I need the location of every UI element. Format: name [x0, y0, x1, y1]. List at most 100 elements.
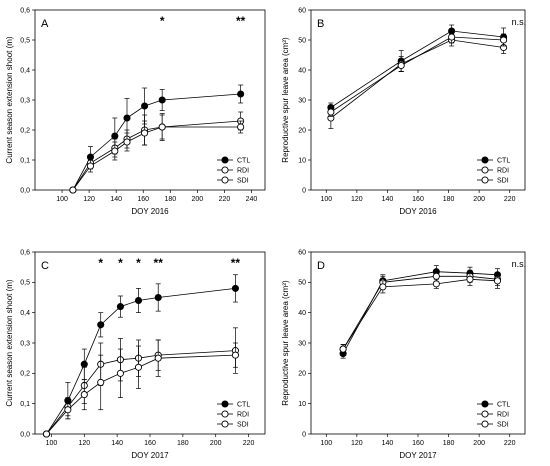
legend-label: CTL — [237, 402, 250, 409]
series-sdi — [42, 339, 239, 438]
panel-d: 100 120 140 160 180 200 220 0 10 20 30 40 50 60 DOY 20… — [281, 249, 526, 460]
series-line — [72, 120, 241, 191]
series-line — [46, 288, 236, 435]
series-sdi — [69, 114, 245, 194]
series-rdi — [42, 327, 239, 438]
legend: CTL RDI SDI — [217, 400, 250, 429]
legend-label: RDI — [497, 168, 509, 175]
legend-marker — [221, 166, 229, 174]
data-point — [134, 296, 143, 305]
y-tick-label: 30 — [298, 97, 306, 104]
data-point — [237, 90, 245, 98]
x-tick-label: 220 — [219, 196, 231, 203]
x-tick-label: 200 — [473, 196, 485, 203]
y-tick-label: 20 — [298, 371, 306, 378]
series-ctl — [69, 84, 245, 194]
data-point — [231, 284, 239, 292]
data-point — [327, 108, 335, 116]
data-point — [80, 391, 88, 399]
x-tick-label: 160 — [412, 196, 424, 203]
y-tick-label: 10 — [298, 157, 306, 164]
x-tick-label: 100 — [320, 440, 332, 447]
x-tick-label: 240 — [246, 196, 258, 203]
panel-label: B — [317, 18, 324, 30]
panel-a: 100 120 140 160 180 200 220 240 0,0 0,1 0,2 0,3 0,4 0… — [5, 7, 266, 216]
x-tick-label: 180 — [164, 196, 176, 203]
y-tick-label: 10 — [298, 401, 306, 408]
series-ctl — [42, 274, 239, 438]
y-tick-label: 0 — [302, 187, 306, 194]
significance-marker: * — [118, 256, 123, 270]
y-tick-label: 0,2 — [20, 371, 30, 378]
x-axis-title: DOY 2016 — [399, 207, 437, 216]
data-point — [42, 430, 51, 438]
data-point — [116, 303, 124, 311]
y-axis-title: Current season extension shoot (m) — [5, 36, 14, 164]
x-tick-label: 140 — [382, 440, 394, 447]
x-tick-label: 120 — [351, 440, 363, 447]
data-point — [397, 61, 405, 70]
significance-marker: * — [136, 256, 141, 270]
ns-label: n.s. — [512, 17, 527, 27]
data-point — [432, 280, 440, 288]
legend-label: RDI — [497, 412, 509, 419]
series-ctl — [327, 24, 508, 113]
data-point — [86, 162, 95, 170]
y-axis-title: Reproductive spur leave area (cm²) — [281, 37, 290, 163]
series-sdi — [327, 30, 508, 117]
significance-marker: * — [160, 14, 165, 28]
data-point — [339, 345, 347, 353]
legend-marker — [221, 400, 229, 408]
series-line — [72, 93, 241, 191]
panel-label: C — [41, 260, 49, 272]
x-axis-title: DOY 2016 — [131, 207, 169, 216]
x-tick-label: 140 — [111, 440, 123, 447]
y-tick-label: 0,2 — [20, 127, 30, 134]
x-axis-title: DOY 2017 — [399, 451, 437, 460]
data-point — [123, 138, 131, 146]
legend-label: RDI — [237, 412, 249, 419]
data-point — [158, 96, 166, 104]
data-point — [500, 36, 508, 44]
panel-b: 100 120 140 160 180 200 220 0 10 20 30 40 50 60 DOY 20… — [281, 7, 526, 216]
y-tick-label: 0 — [302, 431, 306, 438]
plot-frame — [310, 251, 526, 435]
y-tick-label: 60 — [298, 249, 306, 256]
data-point — [69, 186, 77, 194]
y-tick-label: 0,3 — [20, 97, 30, 104]
legend: CTL RDI SDI — [477, 400, 510, 429]
series-line — [330, 36, 504, 113]
significance-marker: ** — [154, 256, 164, 270]
data-point — [141, 129, 149, 137]
x-tick-label: 200 — [192, 196, 204, 203]
data-point — [123, 114, 131, 122]
x-tick-label: 180 — [443, 196, 455, 203]
plot-frame — [310, 9, 526, 191]
y-tick-label: 0,1 — [20, 157, 30, 164]
x-tick-label: 140 — [382, 196, 394, 203]
y-tick-label: 60 — [298, 7, 306, 14]
x-tick-label: 100 — [56, 196, 68, 203]
plot-frame — [34, 9, 266, 191]
legend-marker — [481, 400, 489, 408]
data-point — [134, 363, 143, 371]
data-point — [231, 351, 239, 359]
y-tick-label: 30 — [298, 340, 306, 347]
legend: CTL RDI SDI — [477, 156, 510, 185]
data-point — [379, 283, 387, 291]
y-axis-title: Reproductive spur leave area (cm²) — [281, 280, 290, 406]
data-point — [493, 277, 502, 285]
series-rdi — [327, 33, 508, 129]
data-point — [432, 272, 440, 280]
legend-marker — [481, 176, 489, 184]
data-point — [97, 321, 105, 329]
legend-label: SDI — [497, 178, 509, 185]
x-tick-label: 120 — [78, 440, 90, 447]
x-tick-label: 120 — [83, 196, 95, 203]
data-point — [116, 369, 124, 377]
data-point — [97, 378, 105, 386]
legend-label: CTL — [497, 158, 510, 165]
y-tick-label: 0,4 — [20, 310, 30, 317]
y-tick-label: 50 — [298, 280, 306, 287]
